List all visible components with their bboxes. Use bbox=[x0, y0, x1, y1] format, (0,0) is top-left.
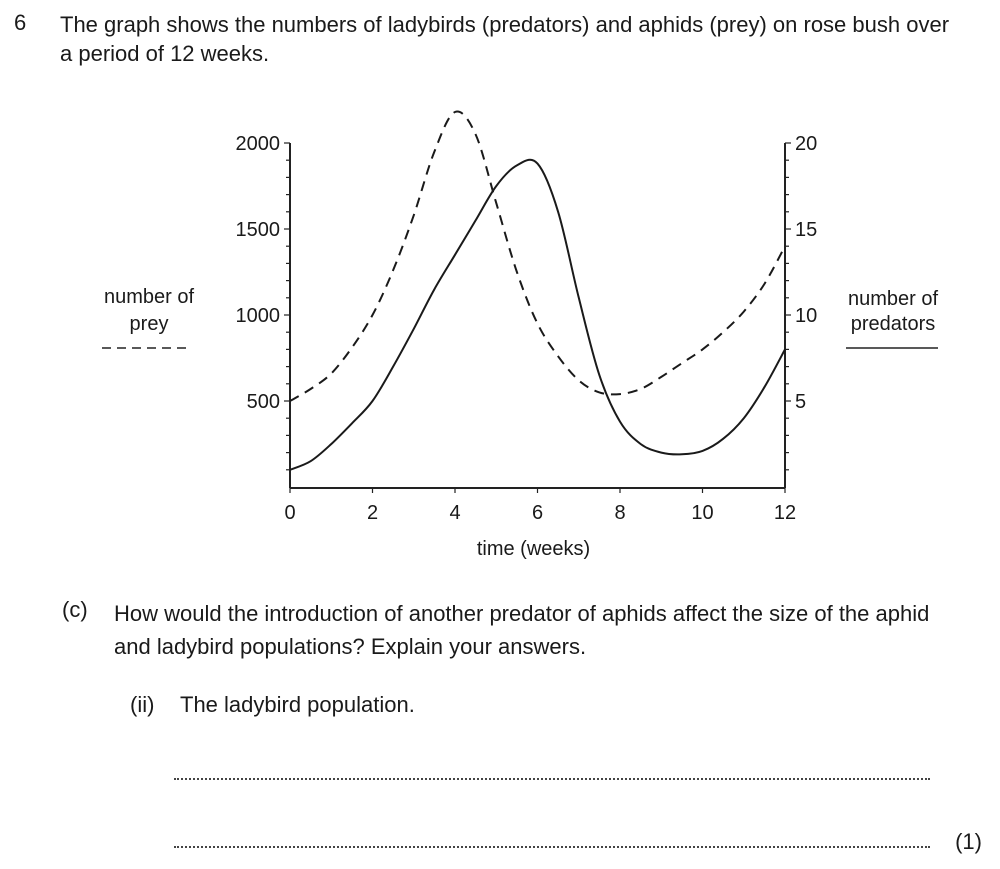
part-c-label: (c) bbox=[62, 597, 88, 622]
left-axis-title-line2: prey bbox=[130, 313, 169, 335]
answer-line-1[interactable] bbox=[174, 778, 930, 780]
answer-line-2[interactable] bbox=[174, 846, 930, 848]
x-tick-label-2: 2 bbox=[367, 502, 378, 524]
right-tick-label-15: 15 bbox=[795, 219, 817, 241]
question-number: 6 bbox=[14, 10, 27, 35]
part-c-text: How would the introduction of another pr… bbox=[114, 601, 930, 659]
x-tick-label-10: 10 bbox=[691, 502, 713, 524]
predator-series-line bbox=[289, 158, 786, 471]
left-axis-title-line1: number of bbox=[104, 286, 194, 308]
x-tick-label-8: 8 bbox=[614, 502, 625, 524]
x-tick-label-6: 6 bbox=[532, 502, 543, 524]
left-tick-label-1000: 1000 bbox=[236, 305, 281, 327]
x-tick-label-0: 0 bbox=[284, 502, 295, 524]
x-tick-label-4: 4 bbox=[449, 502, 460, 524]
sub-ii-text: The ladybird population. bbox=[180, 692, 415, 717]
prey-series-line bbox=[289, 110, 786, 402]
right-axis-title-line1: number of bbox=[848, 288, 938, 310]
right-tick-label-5: 5 bbox=[795, 391, 806, 413]
predator-prey-chart: 500 1000 1500 2000 5 10 15 20 0 2 4 6 8 10 12 time (wee… bbox=[102, 110, 938, 560]
marks-label: (1) bbox=[955, 829, 982, 854]
sub-ii-label: (ii) bbox=[130, 692, 155, 717]
x-tick-label-12: 12 bbox=[774, 502, 796, 524]
left-tick-label-1500: 1500 bbox=[236, 219, 281, 241]
left-tick-label-500: 500 bbox=[247, 391, 280, 413]
left-tick-label-2000: 2000 bbox=[236, 133, 281, 155]
right-tick-label-20: 20 bbox=[795, 133, 817, 155]
question-text: The graph shows the numbers of ladybirds… bbox=[60, 12, 950, 66]
right-axis-title-line2: predators bbox=[851, 313, 936, 335]
right-tick-label-10: 10 bbox=[795, 305, 817, 327]
x-axis-title: time (weeks) bbox=[477, 538, 590, 560]
